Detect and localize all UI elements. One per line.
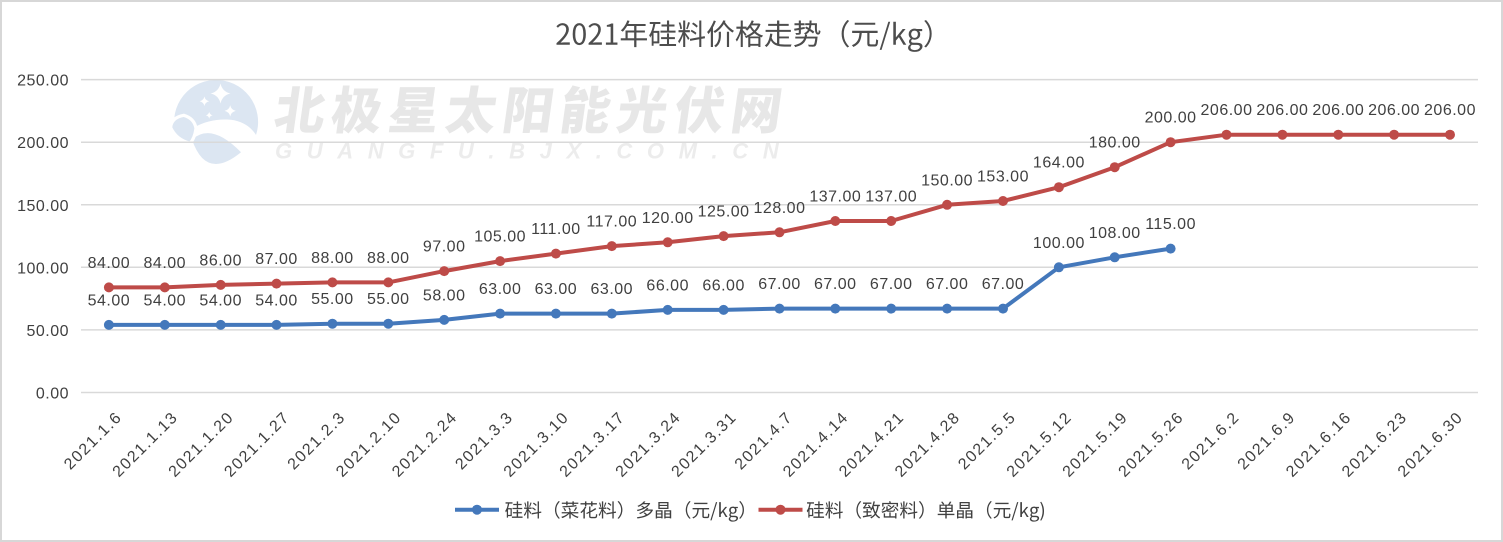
svg-text:206.00: 206.00 xyxy=(1256,102,1308,119)
svg-text:86.00: 86.00 xyxy=(199,252,242,269)
svg-text:100.00: 100.00 xyxy=(1033,235,1085,252)
svg-text:137.00: 137.00 xyxy=(865,189,917,206)
svg-text:67.00: 67.00 xyxy=(758,276,801,293)
svg-text:2021.6.2: 2021.6.2 xyxy=(1179,409,1244,474)
svg-text:200.00: 200.00 xyxy=(1145,110,1197,127)
svg-text:50.00: 50.00 xyxy=(26,323,69,340)
svg-text:117.00: 117.00 xyxy=(586,214,637,231)
svg-text:206.00: 206.00 xyxy=(1201,102,1253,119)
svg-text:55.00: 55.00 xyxy=(311,291,354,308)
svg-text:54.00: 54.00 xyxy=(144,292,187,309)
svg-text:63.00: 63.00 xyxy=(479,281,522,298)
svg-text:125.00: 125.00 xyxy=(698,204,750,221)
svg-text:120.00: 120.00 xyxy=(642,210,694,227)
svg-text:137.00: 137.00 xyxy=(809,189,861,206)
svg-text:108.00: 108.00 xyxy=(1089,225,1141,242)
svg-text:66.00: 66.00 xyxy=(702,277,745,294)
svg-text:67.00: 67.00 xyxy=(982,276,1025,293)
svg-text:200.00: 200.00 xyxy=(17,135,69,152)
svg-text:206.00: 206.00 xyxy=(1424,102,1476,119)
svg-text:150.00: 150.00 xyxy=(17,198,69,215)
svg-text:164.00: 164.00 xyxy=(1033,155,1085,172)
svg-text:206.00: 206.00 xyxy=(1368,102,1420,119)
svg-text:206.00: 206.00 xyxy=(1312,102,1364,119)
svg-text:63.00: 63.00 xyxy=(535,281,578,298)
svg-text:88.00: 88.00 xyxy=(311,250,354,267)
svg-text:250.00: 250.00 xyxy=(17,73,69,90)
svg-text:115.00: 115.00 xyxy=(1145,216,1196,233)
svg-text:0.00: 0.00 xyxy=(36,386,69,403)
svg-text:63.00: 63.00 xyxy=(591,281,634,298)
svg-text:84.00: 84.00 xyxy=(144,255,187,272)
svg-text:100.00: 100.00 xyxy=(17,260,69,277)
svg-text:54.00: 54.00 xyxy=(88,292,131,309)
svg-text:180.00: 180.00 xyxy=(1089,135,1141,152)
svg-text:111.00: 111.00 xyxy=(531,221,581,238)
svg-text:128.00: 128.00 xyxy=(754,200,806,217)
svg-text:97.00: 97.00 xyxy=(423,239,466,256)
svg-text:55.00: 55.00 xyxy=(367,291,410,308)
svg-text:58.00: 58.00 xyxy=(423,287,466,304)
svg-text:66.00: 66.00 xyxy=(646,277,689,294)
svg-text:153.00: 153.00 xyxy=(977,169,1029,186)
svg-text:54.00: 54.00 xyxy=(255,292,298,309)
svg-text:150.00: 150.00 xyxy=(921,172,973,189)
svg-text:87.00: 87.00 xyxy=(255,251,298,268)
svg-text:88.00: 88.00 xyxy=(367,250,410,267)
svg-text:84.00: 84.00 xyxy=(88,255,131,272)
svg-text:54.00: 54.00 xyxy=(199,292,242,309)
svg-text:67.00: 67.00 xyxy=(870,276,913,293)
svg-text:105.00: 105.00 xyxy=(474,229,526,246)
svg-text:67.00: 67.00 xyxy=(926,276,969,293)
svg-text:67.00: 67.00 xyxy=(814,276,857,293)
